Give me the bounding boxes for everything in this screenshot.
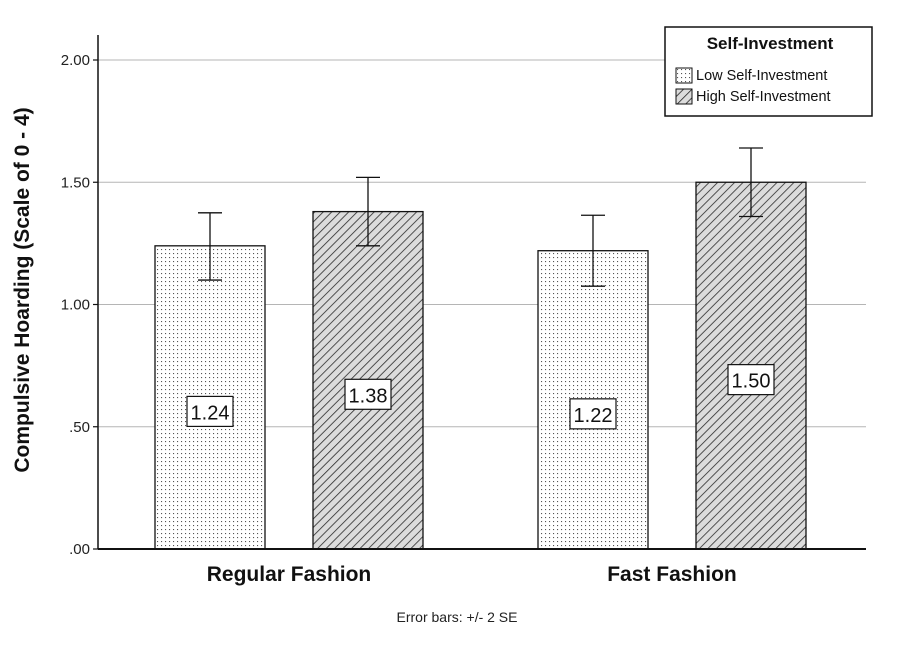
y-tick-label: .50	[69, 419, 90, 436]
y-tick-label: .00	[69, 541, 90, 558]
data-label-box	[344, 378, 392, 410]
legend-swatch-low	[675, 67, 693, 84]
legend: Self-Investment Low Self-Investment High…	[664, 26, 873, 117]
legend-label-high: High Self-Investment	[696, 89, 831, 105]
data-label-fast-fashion-high-self-investment: 1.50	[732, 371, 771, 393]
y-tick-label: 1.00	[61, 297, 90, 314]
axes: .00 .50 1.00 1.50 2.00 Regular Fashion Fast Fa…	[61, 35, 866, 586]
y-tick-label: 2.00	[61, 52, 90, 69]
legend-box	[664, 26, 873, 117]
y-axis-title: Compulsive Hoarding (Scale of 0 - 4)	[11, 107, 34, 472]
data-label-regular-fashion-low-self-investment: 1.24	[191, 402, 230, 424]
data-label-box	[569, 398, 617, 430]
data-label-regular-fashion-high-self-investment: 1.38	[349, 385, 388, 407]
x-category-label-regular-fashion: Regular Fashion	[207, 563, 372, 586]
data-label-fast-fashion-low-self-investment: 1.22	[574, 405, 613, 427]
legend-title: Self-Investment	[707, 34, 834, 53]
legend-swatch-high	[675, 88, 693, 105]
legend-label-low: Low Self-Investment	[696, 68, 827, 84]
data-label-box	[186, 395, 234, 428]
data-labels: 1.24 1.38 1.22 1.50	[186, 364, 775, 430]
bars	[154, 181, 807, 550]
error-bars	[198, 147, 763, 287]
error-bar-footnote: Error bars: +/- 2 SE	[397, 609, 518, 625]
data-label-box	[727, 364, 775, 396]
y-tick-label: 1.50	[61, 174, 90, 191]
x-category-label-fast-fashion: Fast Fashion	[607, 563, 737, 586]
